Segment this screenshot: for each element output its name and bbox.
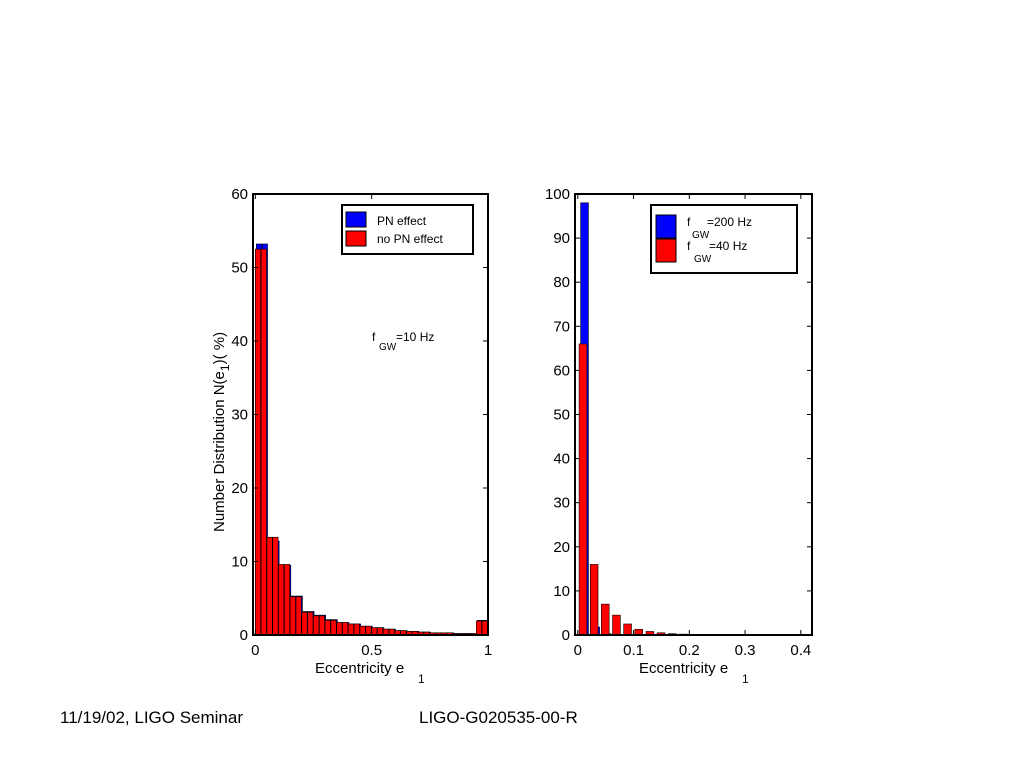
left-ytick-label-0: 0 bbox=[240, 627, 248, 644]
left-bar-red-10 bbox=[313, 615, 320, 636]
left-xlabel-text: Eccentricity e bbox=[315, 660, 404, 677]
left-xtick-label-0: 0 bbox=[251, 642, 259, 659]
left-ytick-label-3: 30 bbox=[231, 407, 248, 424]
right-legend-swatch-40hz bbox=[655, 238, 677, 263]
right-ytick-label-0: 0 bbox=[562, 627, 570, 644]
left-bar-red-19 bbox=[365, 625, 372, 636]
right-ytick-label-2: 20 bbox=[553, 539, 570, 556]
left-ytick-label-6: 60 bbox=[231, 186, 248, 203]
left-bar-red-1 bbox=[260, 248, 267, 636]
right-ytick-label-9: 90 bbox=[553, 230, 570, 247]
left-bar-red-8 bbox=[301, 611, 308, 636]
left-ticks: 0 10 20 30 40 50 60 0 0.5 1 bbox=[231, 186, 492, 659]
left-ylabel-text: Number Distribution N(e1)( %) bbox=[211, 332, 232, 532]
left-annotation-sub: GW bbox=[379, 342, 397, 353]
right-bar-red-2 bbox=[601, 603, 610, 636]
right-ytick-label-6: 60 bbox=[553, 362, 570, 379]
left-bar-red-15 bbox=[342, 622, 349, 636]
right-bar-red-1 bbox=[589, 564, 599, 636]
right-ticks: 0 10 20 30 40 50 60 70 80 90 100 0 0.1 0.2 0.3 0.4 bbox=[545, 186, 812, 659]
right-bar-red-0 bbox=[578, 343, 588, 636]
left-xlabel-sub: 1 bbox=[418, 672, 425, 686]
left-legend-label-pn: PN effect bbox=[377, 214, 427, 228]
left-xtick-label-1: 0.5 bbox=[361, 642, 382, 659]
left-xtick-label-2: 1 bbox=[484, 642, 492, 659]
left-bar-red-21 bbox=[377, 627, 384, 636]
right-bar-red-4 bbox=[623, 623, 632, 636]
left-bar-red-9 bbox=[307, 611, 314, 636]
left-bar-red-18 bbox=[359, 625, 366, 636]
left-ytick-label-1: 10 bbox=[231, 554, 248, 571]
right-ytick-label-3: 30 bbox=[553, 495, 570, 512]
right-xtick-label-2: 0.2 bbox=[679, 642, 700, 659]
right-bar-red-3 bbox=[612, 614, 621, 636]
right-legend-label-40hz-f: f bbox=[687, 239, 691, 253]
right-ytick-label-4: 40 bbox=[553, 451, 570, 468]
left-ytick-label-2: 20 bbox=[231, 480, 248, 497]
footer-document-id: LIGO-G020535-00-R bbox=[419, 708, 578, 727]
right-histogram-chart: 0 10 20 30 40 50 60 70 80 90 100 0 0.1 0.2 0.3 0.4 f GW… bbox=[545, 186, 813, 686]
right-legend-swatch-200hz bbox=[655, 214, 677, 239]
right-xtick-label-3: 0.3 bbox=[735, 642, 756, 659]
left-legend-swatch-nopn bbox=[345, 230, 367, 247]
left-legend: PN effect no PN effect bbox=[341, 204, 474, 255]
left-bar-red-39 bbox=[481, 620, 488, 636]
left-bar-red-3 bbox=[272, 536, 279, 636]
right-xlabel: Eccentricity e 1 bbox=[639, 660, 749, 686]
right-ytick-label-5: 50 bbox=[553, 407, 570, 424]
left-ylabel: Number Distribution N(e1)( %) bbox=[211, 332, 232, 532]
right-xtick-label-4: 0.4 bbox=[790, 642, 811, 659]
left-bar-red-17 bbox=[353, 623, 360, 636]
left-legend-label-nopn: no PN effect bbox=[377, 232, 443, 246]
right-ytick-label-7: 70 bbox=[553, 318, 570, 335]
left-annotation: f GW =10 Hz bbox=[372, 330, 434, 353]
right-xtick-label-0: 0 bbox=[574, 642, 582, 659]
left-annotation-f: f bbox=[372, 330, 376, 344]
left-bar-red-38 bbox=[476, 620, 482, 636]
left-bar-red-13 bbox=[330, 619, 337, 636]
right-legend-label-40hz-sub: GW bbox=[694, 254, 712, 265]
right-ytick-label-8: 80 bbox=[553, 274, 570, 291]
right-legend-label-200hz-tail: =200 Hz bbox=[707, 215, 752, 229]
left-bar-red-11 bbox=[318, 615, 325, 636]
right-ytick-label-1: 10 bbox=[553, 583, 570, 600]
right-xlabel-text: Eccentricity e bbox=[639, 660, 728, 677]
right-ytick-label-10: 100 bbox=[545, 186, 570, 203]
left-bar-red-16 bbox=[348, 623, 355, 636]
left-annotation-tail: =10 Hz bbox=[396, 330, 434, 344]
left-bar-red-4 bbox=[278, 564, 285, 636]
right-xtick-label-1: 0.1 bbox=[623, 642, 644, 659]
left-bar-red-7 bbox=[295, 596, 302, 636]
left-bar-red-0 bbox=[254, 248, 261, 636]
right-legend-label-200hz-sub: GW bbox=[692, 230, 710, 241]
left-legend-swatch-pn bbox=[345, 211, 367, 228]
left-xlabel: Eccentricity e 1 bbox=[315, 660, 425, 686]
left-bar-red-20 bbox=[371, 627, 378, 636]
left-bar-red-5 bbox=[284, 564, 291, 636]
left-histogram-chart: 0 10 20 30 40 50 60 0 0.5 1 PN effect no PN effec… bbox=[211, 186, 492, 686]
right-legend-label-40hz-tail: =40 Hz bbox=[709, 239, 747, 253]
right-legend: f GW =200 Hz f GW =40 Hz bbox=[650, 204, 798, 274]
footer-date-venue: 11/19/02, LIGO Seminar bbox=[60, 708, 244, 727]
right-xlabel-sub: 1 bbox=[742, 672, 749, 686]
left-bar-red-2 bbox=[266, 536, 273, 636]
left-bar-red-6 bbox=[289, 596, 296, 636]
right-legend-label-200hz-f: f bbox=[687, 215, 691, 229]
left-ytick-label-5: 50 bbox=[231, 260, 248, 277]
left-bar-red-14 bbox=[336, 622, 343, 636]
left-bar-red-12 bbox=[324, 619, 331, 636]
left-bars bbox=[254, 243, 489, 636]
left-ytick-label-4: 40 bbox=[231, 333, 248, 350]
